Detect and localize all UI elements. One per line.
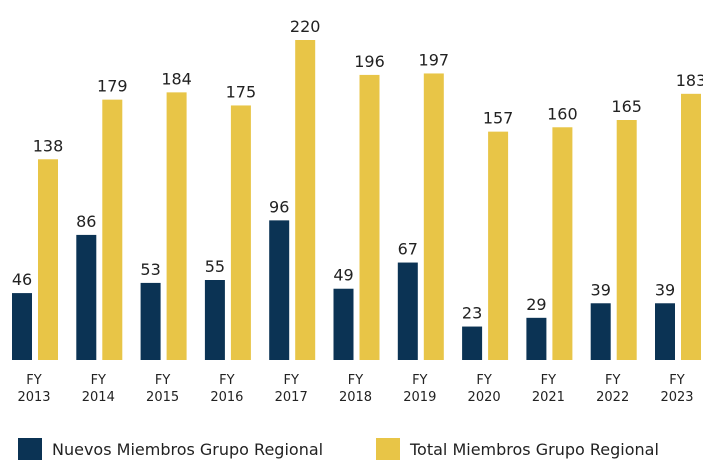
bar <box>269 220 290 360</box>
x-tick-label: FY 2021 <box>531 373 565 405</box>
data-label: 67 <box>398 240 418 259</box>
bar <box>166 92 187 360</box>
data-label: 39 <box>591 280 611 299</box>
data-label: 138 <box>33 136 64 155</box>
data-label: 49 <box>333 266 353 285</box>
x-tick-label: FY 2015 <box>146 373 180 405</box>
data-label: 175 <box>226 82 257 101</box>
bar <box>590 303 611 360</box>
legend-label: Nuevos Miembros Grupo Regional <box>52 439 324 459</box>
data-label: 179 <box>97 77 128 96</box>
data-label: 39 <box>655 280 675 299</box>
bar <box>295 40 316 360</box>
x-tick-label: FY 2013 <box>17 373 51 405</box>
bar <box>681 93 701 361</box>
legend-swatch <box>376 438 400 460</box>
bar <box>526 317 547 360</box>
data-label: 23 <box>462 304 482 323</box>
bar <box>359 74 380 360</box>
bar <box>76 234 97 360</box>
data-label: 86 <box>76 212 96 231</box>
x-tick-label: FY 2023 <box>660 373 694 405</box>
bar <box>12 293 32 360</box>
x-tick-label: FY 2017 <box>274 373 308 405</box>
data-label: 183 <box>676 71 703 90</box>
data-label: 29 <box>526 295 546 314</box>
data-label: 220 <box>290 17 321 36</box>
data-label: 197 <box>419 50 450 69</box>
legend-item: Total Miembros Grupo Regional <box>376 438 659 460</box>
data-label: 96 <box>269 197 289 216</box>
data-label: 157 <box>483 109 514 128</box>
bar <box>204 280 225 360</box>
data-label: 46 <box>12 270 32 289</box>
bar <box>488 131 509 360</box>
x-tick-label: FY 2018 <box>338 373 373 405</box>
legend-label: Total Miembros Grupo Regional <box>410 439 659 459</box>
legend-item: Nuevos Miembros Grupo Regional <box>18 438 323 460</box>
bar <box>655 303 675 360</box>
data-label: 55 <box>205 257 225 276</box>
data-label: 165 <box>611 97 642 116</box>
bar <box>423 73 444 361</box>
bar <box>462 326 483 360</box>
data-label: 160 <box>547 104 578 123</box>
legend-swatch <box>18 438 42 460</box>
data-label: 53 <box>140 260 160 279</box>
bar <box>38 159 58 360</box>
x-tick-label: FY 2020 <box>467 373 501 405</box>
x-tick-label: FY 2019 <box>403 373 437 405</box>
bar <box>102 99 123 361</box>
bar <box>230 105 251 360</box>
data-label: 196 <box>354 52 385 71</box>
bar <box>397 262 418 360</box>
plot: 46 138 86 179 53 184 55 175 96 220 49 196 67 197 23 157… <box>12 17 703 361</box>
bar <box>552 127 573 360</box>
bar <box>140 282 161 360</box>
bar <box>333 288 354 360</box>
x-tick-label: FY 2022 <box>596 373 630 405</box>
x-tick-label: FY 2014 <box>81 373 115 405</box>
bar <box>616 120 637 360</box>
data-label: 184 <box>161 69 192 88</box>
x-tick-label: FY 2016 <box>210 373 244 405</box>
